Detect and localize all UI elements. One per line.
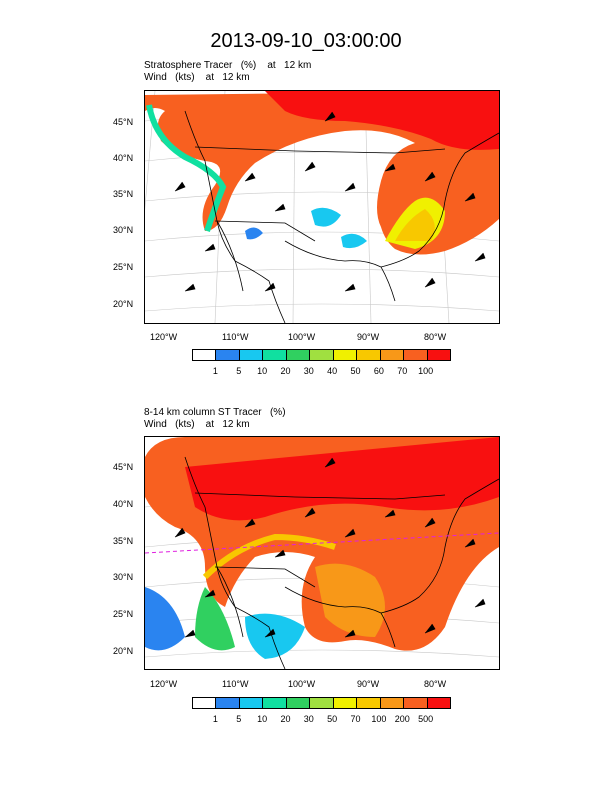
panel1-map-svg [145, 91, 499, 323]
panel1-lon-100: 100°W [288, 332, 316, 342]
panel2-lon-110: 110°W [222, 679, 249, 689]
panel2-colorbar [192, 697, 451, 709]
panel2-lon-90: 90°W [357, 679, 380, 689]
panel1-colorbar-label: 60 [373, 366, 384, 376]
panel1-lat-35: 35°N [113, 189, 134, 199]
panel2-lat-20: 20°N [113, 646, 134, 656]
panel2-lat-25: 25°N [113, 609, 134, 619]
panel2-tracer-deep-red [185, 437, 499, 521]
panel2-tracer-orange [315, 563, 385, 637]
panel2-colorbar-box [379, 698, 404, 708]
panel1-lon-110: 110°W [222, 332, 249, 342]
panel2-lon-80: 80°W [424, 679, 447, 689]
panel2-colorbar-box [309, 698, 333, 708]
panel2-colorbar-label: 100 [371, 714, 387, 724]
panel2-lon-100: 100°W [288, 679, 316, 689]
panel1-colorbar-label: 10 [257, 366, 268, 376]
panel1-lon-90: 90°W [357, 332, 380, 342]
panel2-colorbar-label: 500 [418, 714, 434, 724]
panel2-colorbar-label: 5 [236, 714, 242, 724]
panel2-map [144, 436, 500, 670]
panel2-colorbar-label: 200 [394, 714, 410, 724]
panel2-magenta-line [145, 532, 499, 554]
panel1-tracer-blue-blob [245, 227, 263, 240]
panel1-colorbar-box [356, 350, 380, 360]
panel2-lat-30: 30°N [113, 572, 134, 582]
panel1-title-line1: Stratosphere Tracer (%) at 12 km [144, 60, 312, 71]
panel1-colorbar-label: 5 [236, 366, 242, 376]
panel1-colorbar-box [309, 350, 333, 360]
panel1-lat-40: 40°N [113, 153, 134, 163]
panel1-lon-120: 120°W [150, 332, 178, 342]
panel2-lat-45: 45°N [113, 462, 134, 472]
panel1-lat-20: 20°N [113, 299, 134, 309]
panel1-lat-25: 25°N [113, 262, 134, 272]
panel1-colorbar-label: 40 [327, 366, 338, 376]
panel1-colorbar-box [215, 350, 239, 360]
panel1-colorbar-label: 20 [280, 366, 291, 376]
panel1-lat-45: 45°N [113, 117, 134, 127]
panel1-colorbar-box [193, 350, 216, 360]
panel2-tracer-blue-sw [145, 587, 185, 651]
panel2-lon-120: 120°W [150, 679, 178, 689]
panel1-coastlines [184, 110, 499, 323]
panel2-tracer-green-south [195, 587, 235, 651]
panel1-colorbar-label: 30 [303, 366, 314, 376]
panel1-colorbar-box [426, 350, 450, 360]
panel2-lat-40: 40°N [113, 499, 134, 509]
panel1-colorbar-box [285, 350, 310, 360]
panel1-wind-barbs [174, 111, 486, 292]
panel1-tracer-orange-se [395, 209, 435, 241]
panel2-tracer-cyan-south [245, 613, 305, 659]
panel2-colorbar-box [426, 698, 450, 708]
panel1-colorbar-label: 100 [418, 366, 434, 376]
panel1-lat-30: 30°N [113, 225, 134, 235]
panel2-map-svg [145, 437, 499, 669]
panel2-colorbar-box [403, 698, 427, 708]
panel2-lat-35: 35°N [113, 536, 134, 546]
panel2-colorbar-box [215, 698, 239, 708]
panel1-colorbar-label: 50 [350, 366, 361, 376]
panel2-colorbar-label: 30 [303, 714, 314, 724]
panel1-colorbar-box [332, 350, 357, 360]
panel1-colorbar [192, 349, 451, 361]
panel1-tracer-red [265, 91, 499, 150]
panel2-colorbar-label: 20 [280, 714, 291, 724]
panel2-colorbar-box [285, 698, 310, 708]
panel1-title-line2: Wind (kts) at 12 km [144, 72, 250, 83]
panel2-colorbar-box [238, 698, 263, 708]
panel1-tracer-cyan-blobs [311, 207, 367, 249]
panel2-colorbar-label: 70 [350, 714, 361, 724]
panel1-colorbar-label: 70 [397, 366, 408, 376]
panel2-title-line1: 8-14 km column ST Tracer (%) [144, 407, 286, 418]
panel2-wind-barbs [174, 457, 486, 638]
panel2-coastlines [184, 456, 499, 669]
panel1-colorbar-label: 1 [212, 366, 218, 376]
panel1-map [144, 90, 500, 324]
panel2-colorbar-label: 1 [212, 714, 218, 724]
panel2-colorbar-label: 10 [257, 714, 268, 724]
panel2-tracer-yellow-edge [202, 533, 336, 580]
panel1-colorbar-box [262, 350, 286, 360]
panel2-title-line2: Wind (kts) at 12 km [144, 419, 250, 430]
panel2-colorbar-box [356, 698, 380, 708]
panel1-colorbar-box [238, 350, 263, 360]
panel1-colorbar-box [379, 350, 404, 360]
panel1-colorbar-box [403, 350, 427, 360]
panel2-colorbar-box [332, 698, 357, 708]
panel2-colorbar-box [193, 698, 216, 708]
panel1-lon-80: 80°W [424, 332, 447, 342]
panel2-colorbar-box [262, 698, 286, 708]
figure-title: 2013-09-10_03:00:00 [210, 30, 402, 52]
panel2-colorbar-label: 50 [327, 714, 338, 724]
